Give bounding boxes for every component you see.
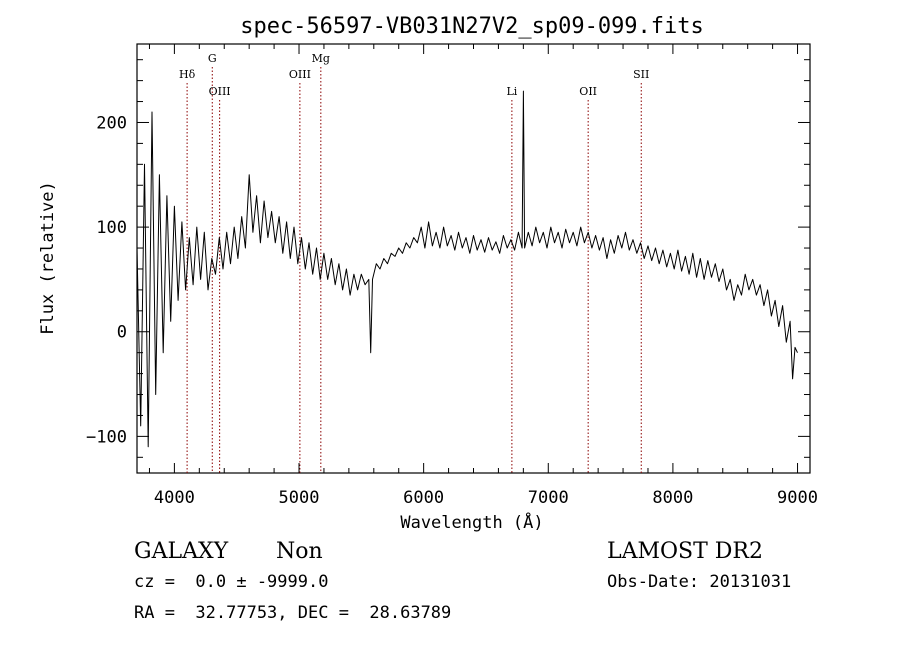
- y-axis-label: Flux (relative): [38, 181, 58, 335]
- spectral-line-markers: [186, 67, 642, 473]
- y-tick-label: 0: [117, 323, 127, 343]
- line-marker-label: SII: [633, 68, 649, 81]
- y-tick-label: −100: [86, 427, 127, 447]
- object-class-label: GALAXY: [134, 539, 229, 564]
- line-marker-label: G: [208, 52, 217, 65]
- coordinates-line: RA = 32.77753, DEC = 28.63789: [134, 603, 452, 623]
- y-axis-ticks: −100 0 100 200: [86, 59, 810, 458]
- x-tick-label: 7000: [528, 488, 569, 508]
- x-tick-label: 8000: [652, 488, 693, 508]
- subclass-label: Non: [276, 539, 323, 564]
- line-marker-label: Hδ: [179, 68, 196, 81]
- line-marker-label: Mg: [312, 52, 330, 65]
- x-tick-label: 6000: [403, 488, 444, 508]
- x-tick-label: 4000: [154, 488, 195, 508]
- x-axis-label: Wavelength (Å): [400, 511, 543, 533]
- line-marker-label: OIII: [289, 68, 311, 81]
- spectrum-line: [136, 90, 798, 448]
- line-marker-label: Li: [506, 85, 517, 98]
- survey-label: LAMOST DR2: [607, 539, 763, 564]
- y-tick-label: 100: [96, 218, 127, 238]
- spectrum-series: [136, 90, 798, 448]
- x-tick-label: 5000: [279, 488, 320, 508]
- line-marker-label: OII: [579, 85, 597, 98]
- x-tick-label: 9000: [777, 488, 818, 508]
- line-marker-label: OIII: [209, 85, 231, 98]
- y-tick-label: 200: [96, 113, 127, 133]
- chart-title: spec-56597-VB031N27V2_sp09-099.fits: [240, 14, 704, 39]
- redshift-line: cz = 0.0 ± -9999.0: [134, 572, 329, 592]
- obs-date-line: Obs-Date: 20131031: [607, 572, 792, 592]
- x-axis-ticks: 4000 5000 6000 7000 8000 9000: [148, 44, 818, 508]
